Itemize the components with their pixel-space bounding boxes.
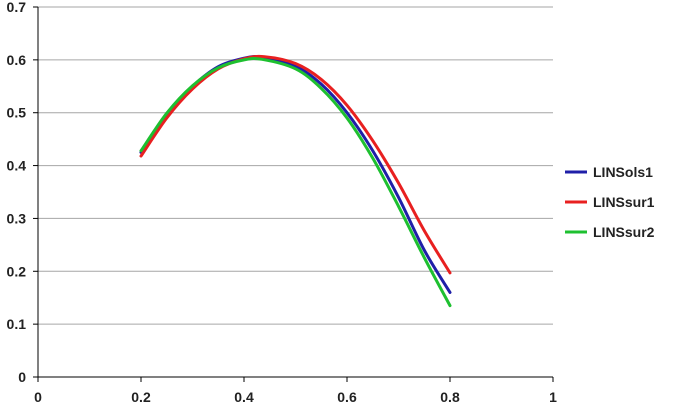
series-line-linssur1 <box>139 54 452 275</box>
series-lines <box>139 54 452 308</box>
legend-label: LINSsur1 <box>593 194 655 210</box>
x-tick-label: 0.8 <box>440 389 460 405</box>
y-tick-label: 0 <box>18 369 26 385</box>
y-tick-label: 0.7 <box>7 0 27 15</box>
legend-label: LINSsur2 <box>593 224 655 240</box>
x-tick-label: 1 <box>549 389 557 405</box>
legend-label: LINSols1 <box>593 164 653 180</box>
y-tick-label: 0.3 <box>7 210 27 226</box>
y-tick-label: 0.5 <box>7 105 27 121</box>
x-tick-labels: 0 0.2 0.4 0.6 0.8 1 <box>34 389 557 405</box>
x-tick-label: 0.6 <box>337 389 357 405</box>
axes <box>33 6 554 382</box>
y-tick-label: 0.4 <box>7 158 27 174</box>
legend: LINSols1 LINSsur1 LINSsur2 <box>565 164 655 240</box>
y-tick-label: 0.2 <box>7 263 27 279</box>
x-tick-label: 0.4 <box>234 389 254 405</box>
y-tick-label: 0.6 <box>7 52 27 68</box>
gridlines <box>38 6 553 325</box>
x-tick-label: 0 <box>34 389 42 405</box>
y-tick-label: 0.1 <box>7 316 27 332</box>
y-tick-labels: 0 0.1 0.2 0.3 0.4 0.5 0.6 0.7 <box>7 0 27 385</box>
x-tick-label: 0.2 <box>131 389 151 405</box>
series-line-linssur2 <box>139 56 452 308</box>
